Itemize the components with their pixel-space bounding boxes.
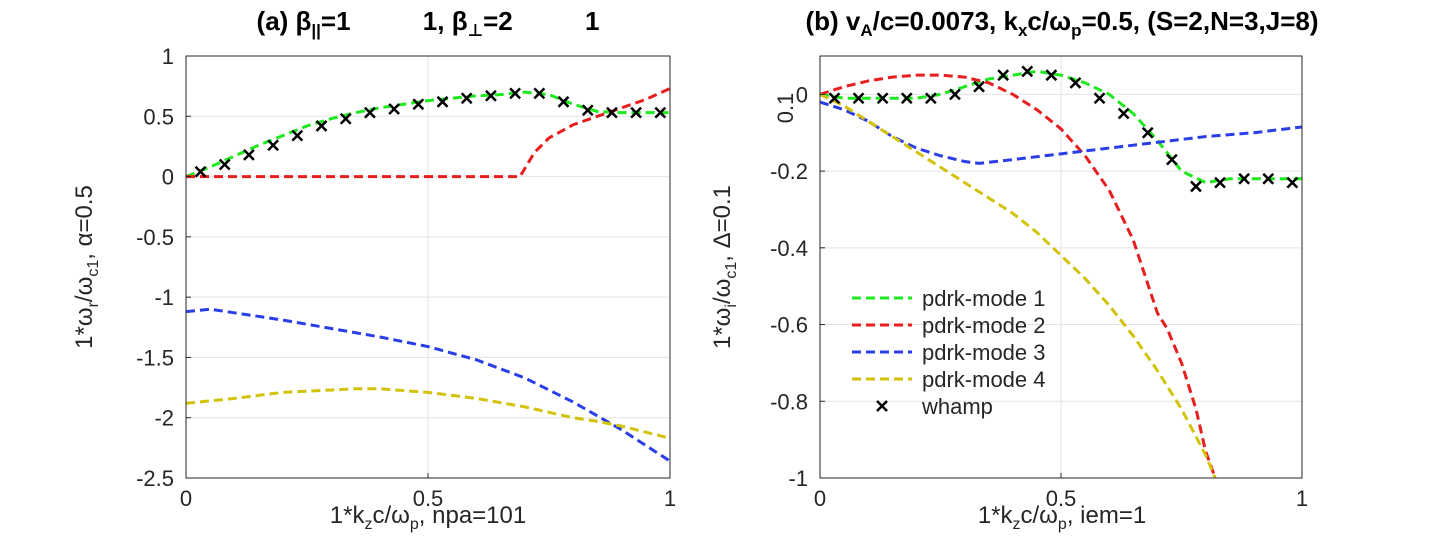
panel-a-whamp-marker bbox=[412, 98, 425, 111]
panel-a-whamp-marker bbox=[533, 87, 546, 100]
panel-b-whamp-marker bbox=[924, 92, 937, 105]
panel-b-extra-ylabel: 0.1 bbox=[773, 93, 798, 124]
panel-a-whamp-marker bbox=[436, 95, 449, 108]
panel-a-whamp-marker bbox=[460, 92, 473, 105]
panel-b-series-pdrk-mode-2 bbox=[819, 73, 1217, 479]
legend-label: pdrk-mode 3 bbox=[922, 340, 1046, 365]
panel-a-xlabel: 1*kzc/ωp, npa=101 bbox=[330, 502, 526, 533]
panel-a-whamp-marker bbox=[218, 158, 231, 171]
panel-b-whamp-marker bbox=[949, 88, 961, 101]
panel-b-whamp-marker bbox=[1021, 65, 1034, 78]
panel-a: 0 0.5 1 -2.5 -2 -1.5 -1 -0.5 0 0.5 1 (a) β||=1 1, … bbox=[71, 6, 676, 533]
panel-b-ylabel: 1*ωi/ωc1, Δ=0.1 bbox=[709, 185, 740, 349]
panel-b-whamp-marker bbox=[1286, 176, 1299, 189]
panel-b-xtick-label: 1 bbox=[1296, 486, 1308, 511]
legend-label: pdrk-mode 2 bbox=[922, 313, 1046, 338]
panel-a-ytick-label: 0.5 bbox=[143, 104, 174, 129]
panel-b-whamp-marker bbox=[1141, 126, 1154, 139]
panel-a-ytick-label: -0.5 bbox=[136, 225, 174, 250]
legend-item-whamp: whamp bbox=[876, 394, 993, 419]
panel-b: 0 0.5 1 -1 -0.8 -0.6 -0.4 -0.2 0 (b) vA/c=0.0073… bbox=[709, 6, 1319, 533]
legend-label: pdrk-mode 4 bbox=[922, 367, 1046, 392]
panel-b-whamp-marker bbox=[1069, 76, 1082, 89]
panel-a-whamp-marker bbox=[509, 87, 522, 100]
panel-a-whamp-marker bbox=[485, 89, 497, 102]
panel-b-ytick-label: 0 bbox=[796, 82, 808, 107]
panel-a-whamp-marker bbox=[291, 129, 304, 142]
panel-b-ytick-label: -0.4 bbox=[770, 236, 808, 261]
panel-a-whamp-marker bbox=[654, 106, 667, 119]
panel-b-xlabel: 1*kzc/ωp, iem=1 bbox=[978, 502, 1146, 533]
panel-a-xtick-label: 0 bbox=[180, 486, 192, 511]
panel-a-whamp-marker bbox=[606, 106, 618, 119]
panel-b-ytick-label: -0.8 bbox=[770, 389, 808, 414]
panel-a-ytick-label: -1.5 bbox=[136, 345, 174, 370]
panel-b-whamp-marker bbox=[1190, 180, 1202, 193]
panel-a-title: (a) β||=1 1, β⊥=2 1 bbox=[257, 6, 600, 40]
legend-label: pdrk-mode 1 bbox=[922, 286, 1046, 311]
panel-b-whamp-marker bbox=[973, 80, 985, 93]
panel-b-whamp-marker bbox=[828, 92, 841, 105]
legend-item-pdrk-mode-3: pdrk-mode 3 bbox=[852, 340, 1046, 365]
panel-b-whamp-marker bbox=[997, 69, 1010, 82]
panel-a-series-pdrk-mode-4 bbox=[185, 387, 671, 440]
legend-item-pdrk-mode-1: pdrk-mode 1 bbox=[852, 286, 1046, 311]
panel-a-ytick-label: 1 bbox=[162, 44, 174, 69]
panel-a-whamp-marker bbox=[194, 165, 207, 178]
legend-item-pdrk-mode-4: pdrk-mode 4 bbox=[852, 367, 1046, 392]
panel-b-series-pdrk-mode-4 bbox=[819, 93, 1217, 479]
panel-a-whamp-marker bbox=[388, 103, 401, 115]
panel-b-title: (b) vA/c=0.0073, kxc/ωp=0.5, (S=2,N=3,J=… bbox=[805, 6, 1318, 40]
panel-b-whamp-marker bbox=[1045, 69, 1058, 82]
panel-a-whamp-marker bbox=[557, 95, 570, 108]
panel-b-ticks: 0 0.5 1 -1 -0.8 -0.6 -0.4 -0.2 0 bbox=[770, 82, 1308, 511]
panel-b-xtick-label: 0.5 bbox=[1046, 486, 1077, 511]
panel-b-ytick-label: -0.6 bbox=[770, 313, 808, 338]
panel-b-ytick-label: -1 bbox=[788, 466, 808, 491]
panel-a-whamp-marker bbox=[630, 106, 643, 119]
legend-item-pdrk-mode-2: pdrk-mode 2 bbox=[852, 313, 1046, 338]
panel-a-ticks: 0 0.5 1 -2.5 -2 -1.5 -1 -0.5 0 0.5 1 bbox=[136, 44, 676, 511]
panel-b-whamp-marker bbox=[900, 92, 913, 105]
panel-b-whamp-marker bbox=[1238, 172, 1251, 185]
panel-a-ytick-label: -2.5 bbox=[136, 466, 174, 491]
legend-label: whamp bbox=[921, 394, 993, 419]
panel-a-whamp-marker bbox=[243, 148, 255, 161]
panel-b-whamp-marker bbox=[876, 92, 889, 105]
panel-b-series bbox=[819, 65, 1303, 479]
panel-a-xtick-label: 1 bbox=[664, 486, 676, 511]
panel-a-xtick-label: 0.5 bbox=[413, 486, 444, 511]
panel-a-series-pdrk-mode-3 bbox=[185, 307, 671, 463]
panel-b-xtick-label: 0 bbox=[814, 486, 826, 511]
panel-b-whamp-marker bbox=[1117, 107, 1130, 120]
panel-a-ytick-label: -1 bbox=[154, 285, 174, 310]
panel-b-whamp-marker bbox=[1262, 172, 1275, 185]
panel-a-whamp-marker bbox=[581, 104, 594, 117]
panel-b-series-pdrk-mode-1 bbox=[819, 69, 1302, 185]
panel-a-series-pdrk-mode-1 bbox=[185, 90, 670, 178]
panel-b-whamp-marker bbox=[852, 92, 865, 105]
panel-a-whamp-marker bbox=[364, 106, 376, 119]
panel-a-ytick-label: -2 bbox=[154, 406, 174, 431]
panel-a-whamp-marker bbox=[267, 139, 280, 152]
panel-a-series bbox=[185, 87, 671, 463]
panel-a-ylabel: 1*ωr/ωc1, α=0.5 bbox=[71, 185, 102, 349]
panel-b-whamp-marker bbox=[1165, 153, 1178, 166]
panel-a-ytick-label: 0 bbox=[162, 165, 174, 190]
panel-a-whamp-marker bbox=[315, 120, 328, 132]
panel-b-whamp-marker bbox=[1214, 176, 1226, 189]
panel-b-whamp-marker bbox=[1093, 92, 1106, 105]
panel-a-whamp-marker bbox=[339, 112, 352, 125]
panel-b-ytick-label: -0.2 bbox=[770, 159, 808, 184]
